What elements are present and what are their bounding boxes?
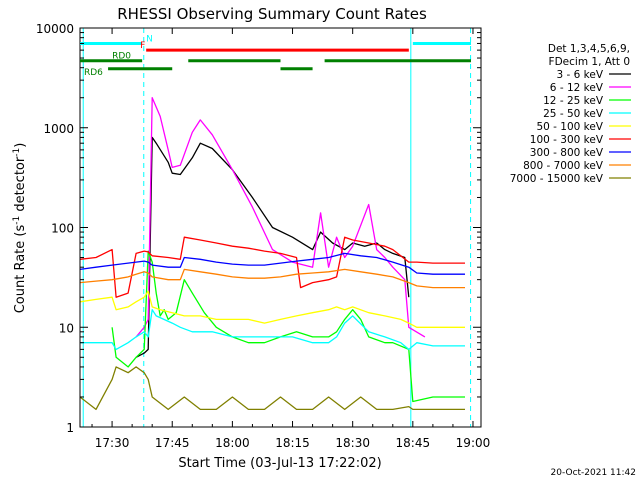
y-tick-label-3: 1000 [43, 122, 74, 136]
annotation-label-3: RD6 [84, 68, 103, 78]
legend-header-0: Det 1,3,4,5,6,9, [548, 43, 630, 55]
legend-header-1: FDecim 1, Att 0 [549, 56, 630, 68]
x-tick-label-0: 17:30 [95, 436, 130, 450]
legend-entry-2: 12 - 25 keV [543, 95, 604, 107]
legend-entry-7: 800 - 7000 keV [523, 160, 604, 172]
series-line-2 [111, 250, 465, 403]
x-tick-label-6: 19:00 [456, 436, 491, 450]
y-axis-label-exponent-2: -1 [12, 148, 22, 157]
series-line-5 [79, 236, 465, 298]
plot-frame [79, 27, 482, 428]
series-line-8 [79, 366, 465, 411]
legend-entry-8: 7000 - 15000 keV [510, 173, 604, 185]
y-tick-label-2: 100 [51, 222, 74, 236]
annotation-label-2: RD0 [112, 52, 131, 62]
annotation-label-1: F [140, 41, 145, 51]
y-axis-label-exponent: -1 [12, 216, 22, 225]
legend: Det 1,3,4,5,6,9,FDecim 1, Att 03 - 6 keV… [510, 43, 631, 185]
series-line-7 [79, 268, 465, 289]
legend-entry-6: 300 - 800 keV [530, 147, 604, 159]
legend-entry-1: 6 - 12 keV [550, 82, 604, 94]
legend-entry-5: 100 - 300 keV [530, 134, 604, 146]
y-tick-label-1: 10 [59, 321, 74, 335]
x-axis-ticks: 17:30 17:45 18:00 18:15 18:30 18:45 19:00 [91, 28, 491, 450]
x-tick-label-4: 18:30 [335, 436, 370, 450]
legend-entry-4: 50 - 100 keV [536, 121, 603, 133]
y-axis-label-close: ) [13, 143, 28, 148]
y-axis-label-detector: detector [13, 156, 28, 216]
y-tick-label-4: 10000 [36, 22, 74, 36]
y-tick-label-0: 1 [66, 421, 74, 435]
x-tick-label-1: 17:45 [155, 436, 190, 450]
annotation-bars: NF RD0 RD6 [80, 34, 471, 78]
y-axis-ticks: 1 10 100 1000 10000 [36, 22, 481, 435]
x-tick-label-3: 18:15 [275, 436, 310, 450]
x-tick-label-5: 18:45 [396, 436, 431, 450]
legend-entry-0: 3 - 6 keV [556, 69, 603, 81]
x-tick-label-2: 18:00 [215, 436, 250, 450]
series-line-1 [135, 97, 426, 338]
footer-date: 20-Oct-2021 11:42 [551, 468, 636, 478]
series-line-3 [80, 309, 465, 351]
x-axis-label: Start Time (03-Jul-13 17:22:02) [178, 456, 381, 471]
y-axis-label: Count Rate (s-1 detector-1) [12, 143, 28, 314]
annotation-label-0: N [146, 34, 153, 44]
series-line-6 [79, 252, 465, 275]
y-axis-label-main: Count Rate (s [13, 225, 28, 314]
chart-title: RHESSI Observing Summary Count Rates [117, 5, 427, 23]
series-line-4 [79, 290, 465, 328]
legend-entry-3: 25 - 50 keV [543, 108, 604, 120]
plot-area [79, 28, 472, 427]
series-line-0 [135, 136, 410, 358]
